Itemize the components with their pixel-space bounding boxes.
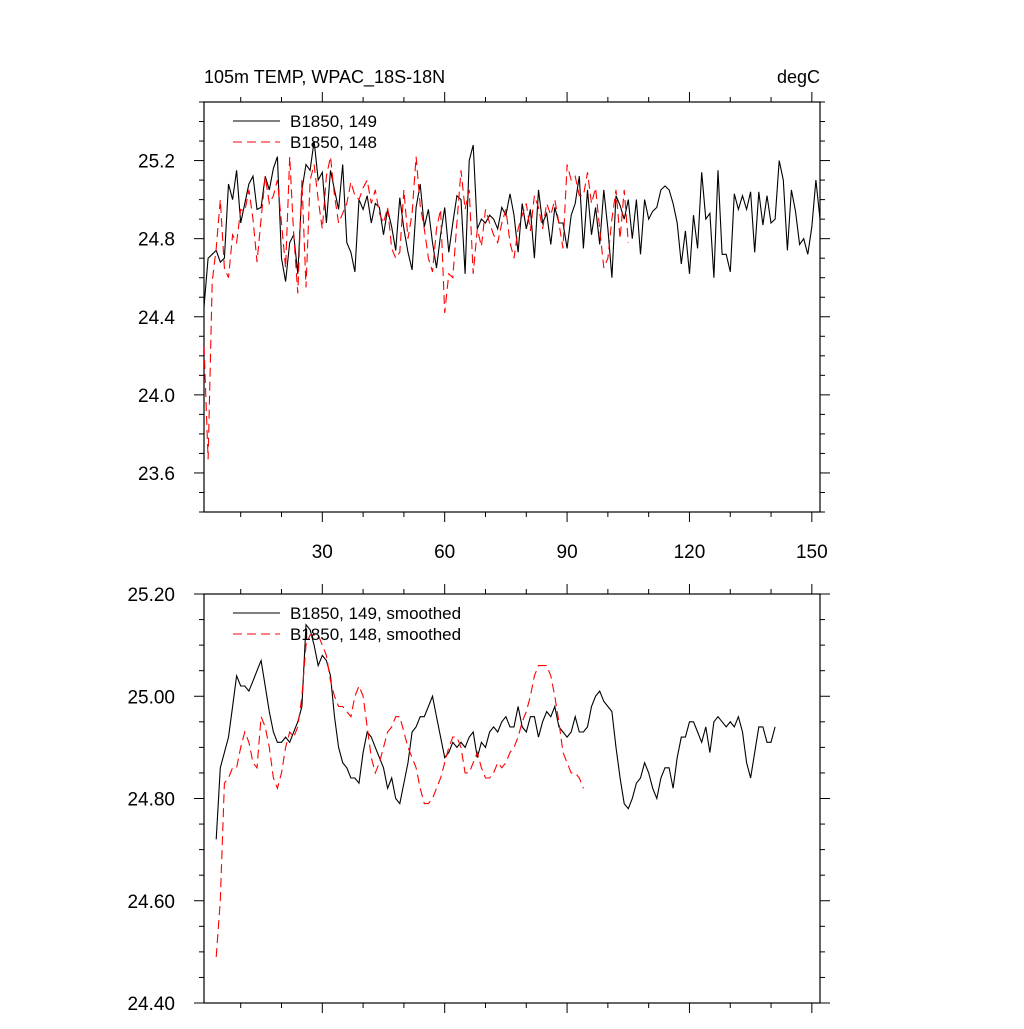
- bottom-y-tick-label: 25.00: [127, 687, 175, 708]
- top-y-tick-label: 24.8: [138, 230, 175, 251]
- bottom-y-tick-label: 24.60: [127, 892, 175, 913]
- bottom-series-line-2: [215, 634, 584, 958]
- bottom-legend-label: B1850, 148, smoothed: [290, 625, 461, 644]
- bottom-plot-frame: [203, 593, 821, 1004]
- bottom-y-tick-label: 24.80: [127, 790, 175, 811]
- plot-title-left: 105m TEMP, WPAC_18S-18N: [204, 67, 445, 88]
- top-series-line-2: [204, 156, 629, 460]
- bottom-series-line-1: [215, 623, 776, 840]
- top-y-tick-label: 23.6: [138, 464, 175, 485]
- top-x-tick-label: 30: [312, 542, 333, 563]
- plot-title-units: degC: [777, 67, 820, 87]
- top-panel: 30 60 90 120 150 23.6 24.0 24.4 24.8 25.2 B1850, 1…: [138, 92, 830, 563]
- top-legend-label: B1850, 148: [290, 133, 377, 152]
- top-y-tick-label: 25.2: [138, 152, 175, 173]
- bottom-y-tick-label: 25.20: [127, 585, 175, 606]
- top-series-line-1: [204, 140, 820, 308]
- top-y-tick-label: 24.4: [138, 308, 175, 329]
- top-y-tick-label: 24.0: [138, 386, 175, 407]
- top-x-tick-label: 150: [796, 542, 828, 563]
- bottom-y-tick-label: 24.40: [127, 994, 175, 1015]
- top-plot-frame: [203, 101, 821, 513]
- bottom-panel: 24.40 24.60 24.80 25.00 25.20 B1850, 149, smo…: [127, 584, 830, 1015]
- top-x-tick-label: 90: [557, 542, 578, 563]
- bottom-legend-label: B1850, 149, smoothed: [290, 604, 461, 623]
- top-x-tick-label: 120: [674, 542, 706, 563]
- top-x-tick-label: 60: [434, 542, 455, 563]
- top-legend-label: B1850, 149: [290, 112, 377, 131]
